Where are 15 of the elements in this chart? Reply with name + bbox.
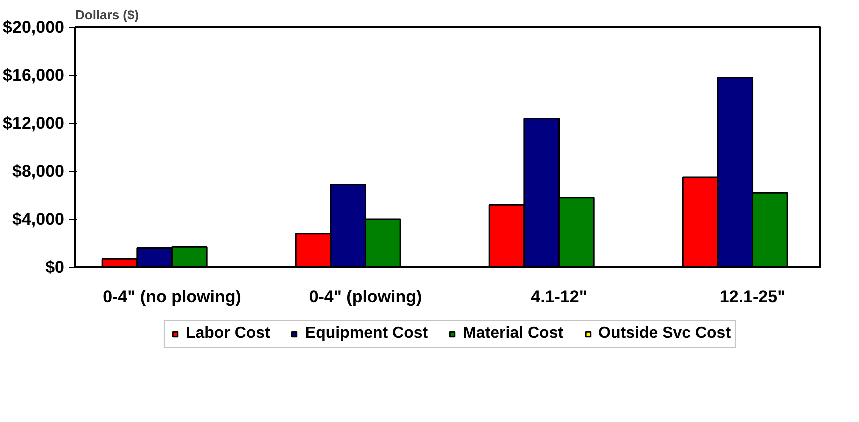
y-tick-label: $0 xyxy=(46,258,65,277)
y-tick-label: $4,000 xyxy=(12,210,65,229)
y-tick-label: $16,000 xyxy=(3,66,64,85)
x-tick-label: 0-4" (plowing) xyxy=(309,288,422,306)
y-tick-label: $8,000 xyxy=(12,162,65,181)
x-tick-label: 12.1-25" xyxy=(720,288,786,306)
legend-label: Equipment Cost xyxy=(305,325,428,343)
y-axis-title: Dollars ($) xyxy=(76,8,140,22)
x-tick-label: 4.1-12" xyxy=(531,288,588,306)
legend-label: Outside Svc Cost xyxy=(598,325,732,343)
legend-label: Material Cost xyxy=(463,325,564,343)
y-tick-label: $12,000 xyxy=(3,114,64,133)
x-tick-label: 0-4" (no plowing) xyxy=(103,288,242,306)
y-tick-label: $20,000 xyxy=(3,18,64,37)
legend-label: Labor Cost xyxy=(186,325,270,343)
